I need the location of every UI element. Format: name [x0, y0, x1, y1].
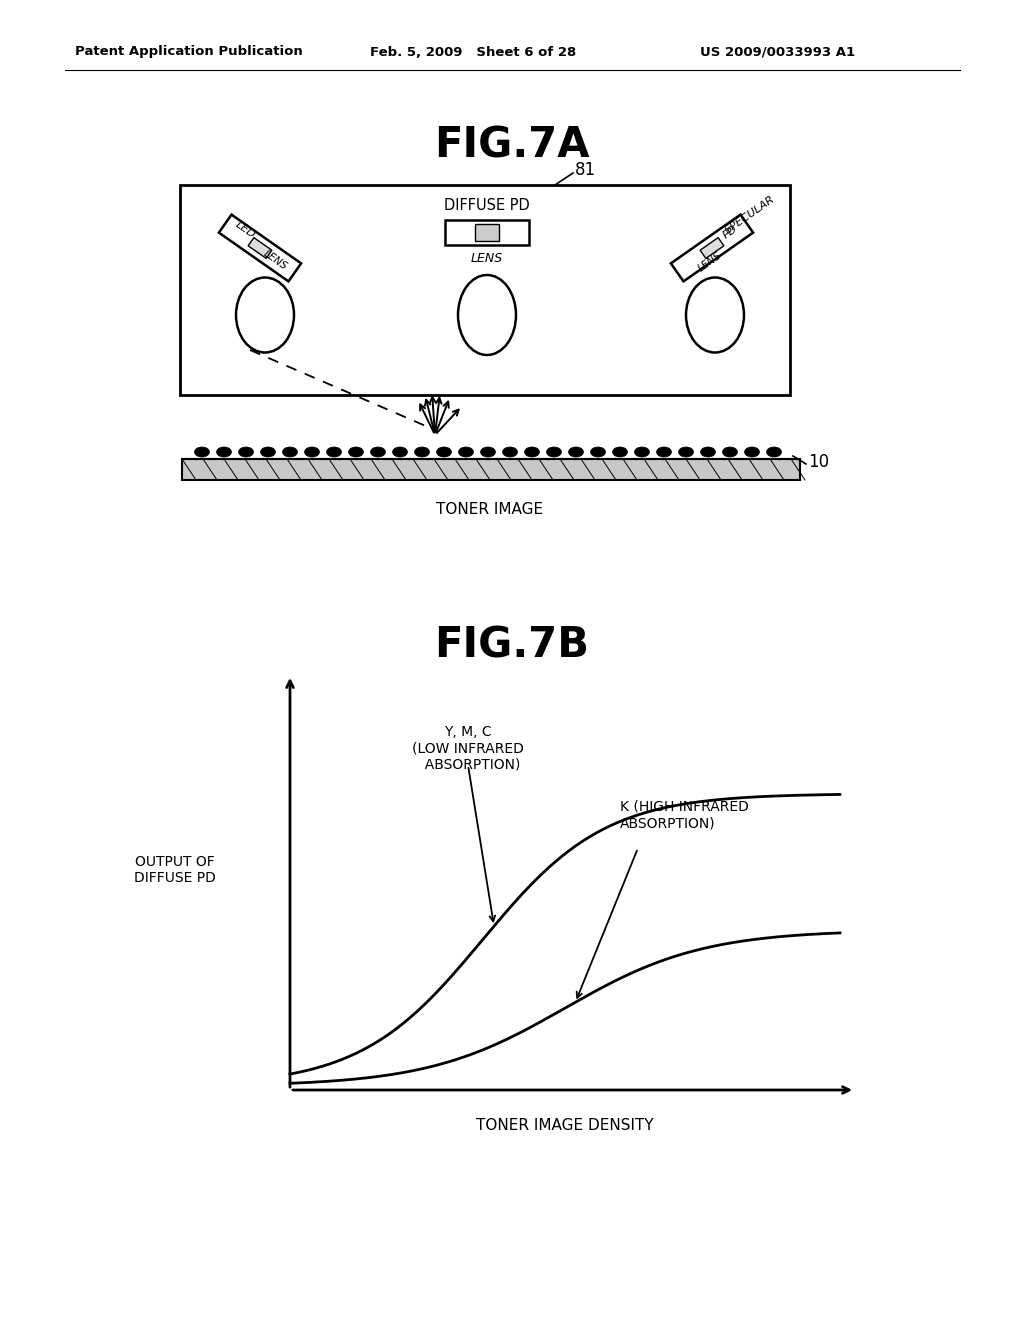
Text: LENS: LENS — [261, 248, 289, 272]
Polygon shape — [219, 215, 301, 281]
Ellipse shape — [216, 447, 231, 457]
Text: LENS: LENS — [696, 251, 724, 273]
Text: FIG.7B: FIG.7B — [434, 624, 590, 667]
Polygon shape — [248, 238, 272, 259]
Ellipse shape — [686, 277, 744, 352]
Ellipse shape — [327, 447, 341, 457]
Ellipse shape — [767, 447, 781, 457]
Polygon shape — [182, 459, 800, 480]
Text: K (HIGH INFRARED
ABSORPTION): K (HIGH INFRARED ABSORPTION) — [620, 800, 749, 830]
Ellipse shape — [635, 447, 649, 457]
Ellipse shape — [524, 447, 540, 457]
Text: FIG.7A: FIG.7A — [434, 124, 590, 166]
Text: SPECULAR: SPECULAR — [723, 194, 777, 236]
Text: 10: 10 — [808, 453, 829, 471]
Polygon shape — [445, 220, 529, 246]
Ellipse shape — [236, 277, 294, 352]
Ellipse shape — [459, 447, 473, 457]
Ellipse shape — [503, 447, 517, 457]
Ellipse shape — [679, 447, 693, 457]
Ellipse shape — [723, 447, 737, 457]
Ellipse shape — [656, 447, 672, 457]
Text: LENS: LENS — [471, 252, 503, 264]
Ellipse shape — [480, 447, 496, 457]
Ellipse shape — [283, 447, 298, 457]
Ellipse shape — [348, 447, 364, 457]
Ellipse shape — [415, 447, 429, 457]
Text: TONER IMAGE: TONER IMAGE — [436, 503, 544, 517]
Text: DIFFUSE PD: DIFFUSE PD — [444, 198, 529, 213]
Ellipse shape — [700, 447, 716, 457]
Text: Y, M, C
(LOW INFRARED
  ABSORPTION): Y, M, C (LOW INFRARED ABSORPTION) — [412, 725, 524, 771]
Ellipse shape — [744, 447, 760, 457]
Ellipse shape — [547, 447, 561, 457]
Ellipse shape — [458, 275, 516, 355]
Ellipse shape — [436, 447, 452, 457]
Text: PD: PD — [721, 223, 739, 240]
Text: TONER IMAGE DENSITY: TONER IMAGE DENSITY — [476, 1118, 653, 1133]
Text: 81: 81 — [575, 161, 596, 180]
Ellipse shape — [568, 447, 584, 457]
Text: OUTPUT OF
DIFFUSE PD: OUTPUT OF DIFFUSE PD — [134, 855, 216, 886]
Ellipse shape — [591, 447, 605, 457]
Text: US 2009/0033993 A1: US 2009/0033993 A1 — [700, 45, 855, 58]
Ellipse shape — [371, 447, 385, 457]
Ellipse shape — [239, 447, 254, 457]
Ellipse shape — [195, 447, 210, 457]
Text: Feb. 5, 2009   Sheet 6 of 28: Feb. 5, 2009 Sheet 6 of 28 — [370, 45, 577, 58]
Ellipse shape — [304, 447, 319, 457]
Ellipse shape — [260, 447, 275, 457]
Polygon shape — [475, 224, 499, 242]
Ellipse shape — [392, 447, 408, 457]
Ellipse shape — [612, 447, 628, 457]
Polygon shape — [700, 238, 724, 259]
Text: LED: LED — [233, 219, 257, 240]
Text: Patent Application Publication: Patent Application Publication — [75, 45, 303, 58]
Polygon shape — [671, 215, 753, 281]
